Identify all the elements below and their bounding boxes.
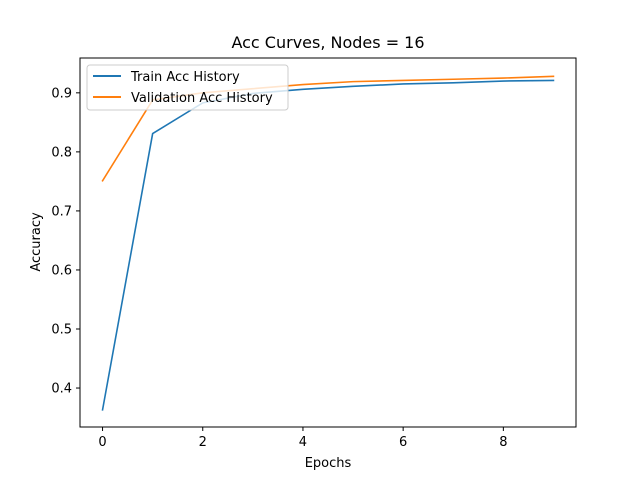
x-tick-label: 4 — [299, 435, 307, 450]
x-axis-ticks: 0 2 4 6 8 — [98, 427, 507, 450]
x-tick-label: 6 — [399, 435, 407, 450]
x-tick-label: 2 — [199, 435, 207, 450]
y-tick-label: 0.5 — [51, 322, 72, 337]
y-axis-label: Accuracy — [29, 212, 44, 272]
legend-label-train: Train Acc History — [130, 70, 240, 85]
y-tick-label: 0.4 — [51, 382, 72, 397]
y-axis-ticks: 0.4 0.5 0.6 0.7 0.8 0.9 — [51, 86, 80, 397]
legend-label-validation: Validation Acc History — [131, 91, 273, 106]
y-tick-label: 0.9 — [51, 86, 72, 101]
x-tick-label: 0 — [98, 435, 106, 450]
x-tick-label: 8 — [499, 435, 507, 450]
legend-frame — [86, 64, 289, 111]
y-tick-label: 0.8 — [51, 145, 72, 160]
axes-frame — [79, 57, 577, 428]
legend: Train Acc History Validation Acc History — [86, 64, 289, 111]
chart-title: Acc Curves, Nodes = 16 — [231, 33, 424, 52]
y-tick-label: 0.7 — [51, 204, 72, 219]
series-line-train — [101, 79, 555, 411]
y-tick-label: 0.6 — [51, 263, 72, 278]
x-axis-label: Epochs — [305, 456, 352, 471]
